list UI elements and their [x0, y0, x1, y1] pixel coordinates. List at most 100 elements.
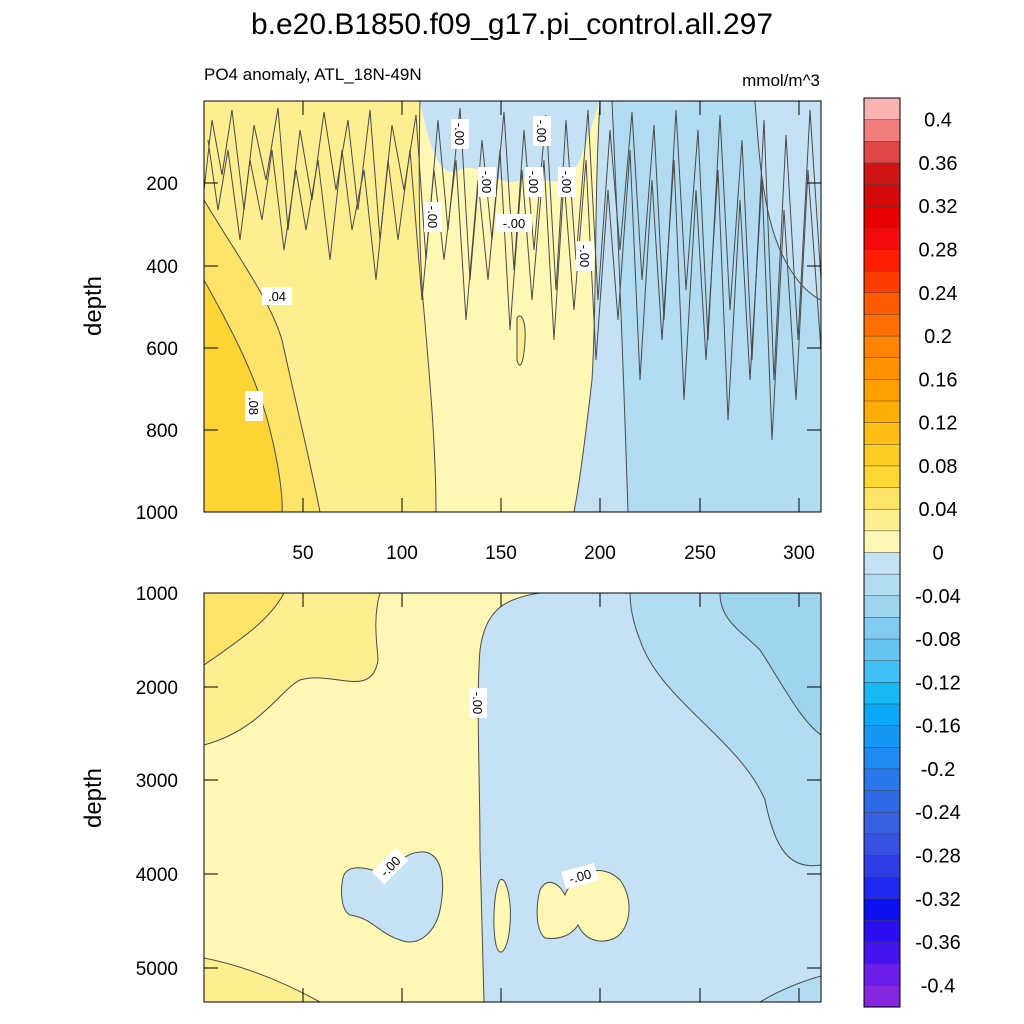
svg-text:.04: .04 [268, 289, 286, 304]
contour-label: -.00 [424, 202, 442, 232]
svg-text:-.00: -.00 [559, 171, 574, 193]
colorbar-swatch [863, 97, 901, 121]
upper-contour-labels: .04 .08 -.00 -.00 -.00 -.00 -.00 -.00 -.… [245, 116, 594, 421]
colorbar-swatch [863, 465, 901, 489]
colorbar-swatch [863, 379, 901, 402]
colorbar-label: -0.12 [915, 672, 961, 694]
colorbar-swatch [863, 747, 901, 770]
svg-text:-.00: -.00 [526, 171, 541, 193]
lower-y-tick-labels: 1000 2000 3000 4000 5000 [136, 584, 178, 980]
lower-neg-mid-bottom [760, 976, 821, 1002]
upper-small-island [517, 316, 526, 366]
colorbar-swatch [863, 963, 901, 986]
colorbar-swatch [863, 617, 901, 640]
svg-text:.08: .08 [246, 397, 261, 415]
colorbar-label: 0.24 [919, 283, 958, 305]
y-tick-label: 5000 [136, 959, 178, 980]
colorbar-swatch [863, 660, 901, 683]
colorbar-swatch [863, 725, 901, 748]
colorbar-label: -0.04 [915, 586, 961, 608]
colorbar-label: 0.4 [924, 110, 952, 132]
colorbar-label: -0.08 [915, 629, 961, 651]
x-tick-label: 100 [386, 543, 418, 564]
contour-label: -.00 [496, 214, 532, 232]
colorbar-swatch [863, 249, 901, 272]
colorbar-swatch [863, 119, 901, 142]
y-tick-label: 1000 [136, 584, 178, 605]
lower-plot-frame [203, 592, 822, 1003]
colorbar-swatch [863, 314, 901, 337]
lower-pos-light-bottom [204, 958, 320, 1002]
upper-pos-deep-region [204, 280, 283, 512]
colorbar-swatch [863, 920, 901, 943]
colorbar-swatch [863, 768, 901, 792]
contour-label: -.00 [451, 119, 469, 149]
colorbar-swatch [863, 270, 901, 294]
y-tick-label: 4000 [136, 865, 178, 886]
contour-label: -.00 [561, 862, 599, 890]
colorbar-swatch [863, 941, 901, 965]
contour-label: .08 [245, 391, 263, 421]
svg-text:-.00: -.00 [479, 171, 494, 193]
colorbar-swatch [863, 552, 901, 575]
units-subtitle: mmol/m^3 [742, 71, 820, 90]
lower-contour-field [204, 593, 821, 1002]
svg-text:-.00: -.00 [534, 120, 549, 142]
colorbar-swatch [863, 682, 901, 705]
x-tick-label: 300 [783, 543, 815, 564]
colorbar-swatch [863, 162, 901, 186]
upper-y-tick-labels: 200 400 600 800 1000 [136, 174, 178, 524]
colorbar-label: -0.4 [921, 975, 955, 997]
contour-label: -.00 [533, 116, 551, 146]
x-tick-label: 250 [684, 543, 716, 564]
colorbar-label: 0.28 [919, 240, 958, 262]
colorbar-label: 0.36 [919, 153, 958, 175]
figure-title: b.e20.B1850.f09_g17.pi_control.all.297 [251, 8, 773, 41]
colorbar-label: 0.08 [919, 456, 958, 478]
lower-contour-labels: -.00 -.00 -.00 [371, 688, 599, 890]
x-tick-label: 150 [485, 543, 517, 564]
svg-text:-.00: -.00 [503, 216, 525, 231]
upper-axis-ticks [204, 101, 821, 513]
colorbar-swatch [863, 530, 901, 554]
contour-label: -.00 [478, 167, 496, 197]
upper-plot-frame [203, 100, 822, 513]
colorbar-label: 0.12 [919, 413, 958, 435]
colorbar-swatch [863, 876, 901, 900]
colorbar-label: 0.04 [919, 499, 958, 521]
colorbar-swatch [863, 141, 901, 164]
y-tick-label: 600 [146, 339, 178, 360]
colorbar-label: -0.32 [915, 889, 961, 911]
y-tick-label: 800 [146, 421, 178, 442]
svg-text:-.00: -.00 [577, 245, 592, 267]
variable-region-subtitle: PO4 anomaly, ATL_18N-49N [204, 65, 422, 84]
colorbar-swatch [863, 292, 901, 315]
colorbar-frame [863, 97, 901, 1008]
y-tick-label: 2000 [136, 678, 178, 699]
x-tick-label: 200 [584, 543, 616, 564]
colorbar-label: 0.16 [919, 369, 958, 391]
colorbar-label: -0.2 [921, 759, 955, 781]
lower-contour-lines [204, 593, 821, 1002]
colorbar-swatch [863, 703, 901, 727]
lower-neg-dark-region [720, 593, 821, 735]
upper-neg-light-patch [755, 101, 821, 300]
x-tick-label: 50 [292, 543, 313, 564]
lower-pos-island-a [493, 879, 511, 953]
y-tick-label: 3000 [136, 771, 178, 792]
colorbar-label: -0.16 [915, 716, 961, 738]
colorbar-swatch [863, 898, 901, 921]
upper-contour-lines [204, 101, 821, 512]
y-tick-label: 200 [146, 174, 178, 195]
colorbar-swatch [863, 400, 901, 424]
contour-label: -.00 [469, 688, 487, 718]
colorbar-label: -0.24 [915, 802, 961, 824]
svg-text:-.00: -.00 [425, 206, 440, 228]
contour-label: -.00 [558, 167, 576, 197]
upper-contour-field [204, 101, 821, 512]
lower-pos-pale-region [204, 593, 540, 1002]
svg-text:-.00: -.00 [470, 692, 485, 714]
colorbar-swatch [863, 573, 901, 597]
contour-label: -.00 [576, 241, 594, 271]
